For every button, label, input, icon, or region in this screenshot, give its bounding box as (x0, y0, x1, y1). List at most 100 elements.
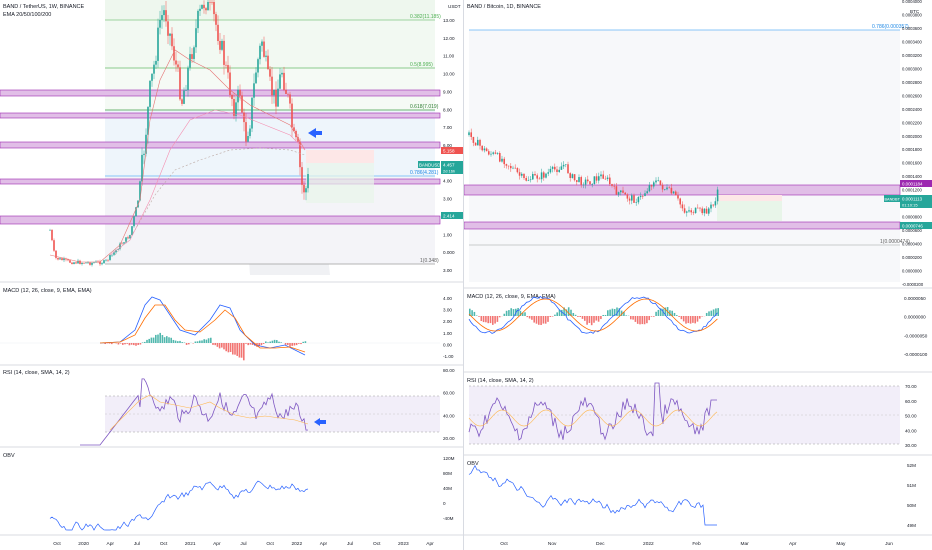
candle-body (195, 28, 197, 48)
axis-tick: 3.00 (443, 308, 452, 313)
macd-bar (570, 309, 572, 316)
candle-body (159, 19, 161, 28)
time-tick: 2023 (398, 541, 409, 547)
candle-body (205, 8, 207, 11)
left-obv-line (49, 480, 309, 531)
right-macd-label[interactable]: MACD (12, 26, close, 9, EMA, EMA) (467, 294, 556, 300)
right-fib-area (469, 30, 900, 282)
left-time-axis[interactable]: Oct 2020 Apr Jul Oct 2021 Apr Jul Oct 2022 Apr Jul O… (53, 541, 434, 547)
axis-tick: 80M (443, 471, 452, 476)
axis-tick: 60.00 (905, 399, 917, 404)
candle-body (536, 175, 538, 179)
macd-bar (593, 316, 595, 323)
macd-bar (146, 339, 148, 343)
macd-bar (141, 342, 144, 343)
candle-body (646, 191, 648, 194)
macd-bar (549, 316, 552, 317)
axis-tick: 0.0001200 (902, 188, 922, 193)
candle-body (185, 90, 187, 91)
axis-tick: 40M (443, 486, 452, 491)
macd-bar (124, 343, 126, 345)
right-obv-label[interactable]: OBV (467, 461, 479, 467)
candle-body (175, 60, 177, 65)
candle-body (209, 2, 211, 3)
macd-bar (148, 338, 150, 343)
candle-body (83, 263, 85, 264)
macd-bar (646, 316, 648, 324)
macd-bar (577, 316, 579, 317)
left-symbol-title[interactable]: BAND / TetherUS, 1W, BINANCE (3, 4, 85, 10)
macd-bar (528, 316, 531, 319)
macd-bar (551, 316, 554, 317)
left-chart-svg[interactable]: 0.382(11.185) 0.5(8.995) 0.618(7.019) 0.… (0, 0, 463, 550)
left-tag-red (441, 147, 463, 154)
right-price-axis[interactable]: 0.0004000 0.0003800 0.0003600 0.0003400 0.00… (902, 0, 924, 287)
fib-label-1: 1(0.348) (420, 258, 439, 264)
candle-body (609, 177, 611, 185)
candle-body (675, 191, 677, 196)
left-signal-line (99, 304, 306, 353)
macd-bar (236, 343, 238, 356)
right-stop-box (717, 195, 782, 201)
left-obv-label[interactable]: OBV (3, 453, 15, 459)
macd-bar (653, 316, 655, 317)
sr-zones (0, 89, 441, 225)
fib-label-05: 0.5(8.995) (410, 62, 433, 68)
macd-bar (590, 316, 593, 326)
macd-bar (636, 316, 639, 324)
candle-body (173, 46, 175, 61)
axis-tick: 0.0003400 (902, 39, 922, 44)
macd-bar (304, 341, 307, 343)
macd-bar (547, 316, 549, 322)
macd-bar (157, 334, 159, 343)
axis-tick: 40.00 (443, 413, 455, 418)
axis-tick: 52M (907, 463, 916, 468)
macd-bar (144, 341, 146, 343)
candle-body (602, 174, 604, 179)
axis-tick: 0.0002600 (902, 93, 922, 98)
candle-body (249, 128, 251, 137)
macd-bar (544, 316, 547, 324)
macd-bar (161, 335, 164, 343)
axis-tick: 3.00 (443, 197, 452, 202)
candle-body (99, 261, 101, 265)
candle-body (562, 164, 565, 167)
macd-bar (300, 343, 302, 345)
left-price-axis[interactable]: USDT (448, 4, 461, 9)
right-time-axis[interactable]: Oct Nov Dec 2022 Feb Mar Apr May Jun (500, 541, 893, 547)
left-macd-label[interactable]: MACD (12, 26, close, 9, EMA, EMA) (3, 288, 92, 294)
macd-bar (611, 308, 614, 316)
candle-body (281, 72, 283, 75)
right-chart-pane[interactable]: 0.786(0.000357) 1(0.0000474) BAND / Bitc… (464, 0, 932, 550)
left-macd-line (99, 296, 306, 356)
candle-body (219, 41, 221, 50)
macd-bar (478, 316, 480, 317)
left-ema-legend[interactable]: EMA 20/50/100/200 (3, 12, 51, 18)
left-currency-label: USDT (448, 4, 461, 9)
left-timer: 2d 16h (443, 169, 455, 174)
candle-body (672, 191, 675, 194)
macd-bar (174, 340, 177, 343)
fib-zone-2 (105, 20, 435, 68)
candle-body (624, 192, 626, 195)
axis-tick: 60.00 (443, 391, 455, 396)
macd-bar (166, 336, 168, 343)
candle-body (512, 167, 514, 169)
macd-bar (489, 316, 492, 324)
macd-bar (225, 343, 227, 352)
candle-body (576, 180, 578, 182)
macd-bar (295, 343, 298, 346)
right-rsi-label[interactable]: RSI (14, close, SMA, 14, 2) (467, 378, 534, 384)
candle-body (189, 54, 191, 68)
macd-bar (710, 310, 713, 316)
candle-body (540, 172, 543, 180)
candle-body (567, 164, 569, 174)
candle-body (67, 259, 69, 261)
macd-bar (680, 316, 683, 320)
left-rsi-label[interactable]: RSI (14, close, SMA, 14, 2) (3, 370, 70, 376)
right-chart-svg[interactable]: 0.786(0.000357) 1(0.0000474) BAND / Bitc… (464, 0, 932, 550)
left-chart-pane[interactable]: 0.382(11.185) 0.5(8.995) 0.618(7.019) 0.… (0, 0, 464, 550)
axis-tick: 1.00 (443, 232, 452, 237)
right-target-box (717, 201, 782, 221)
right-symbol-title[interactable]: BAND / Bitcoin, 1D, BINANCE (467, 4, 541, 10)
